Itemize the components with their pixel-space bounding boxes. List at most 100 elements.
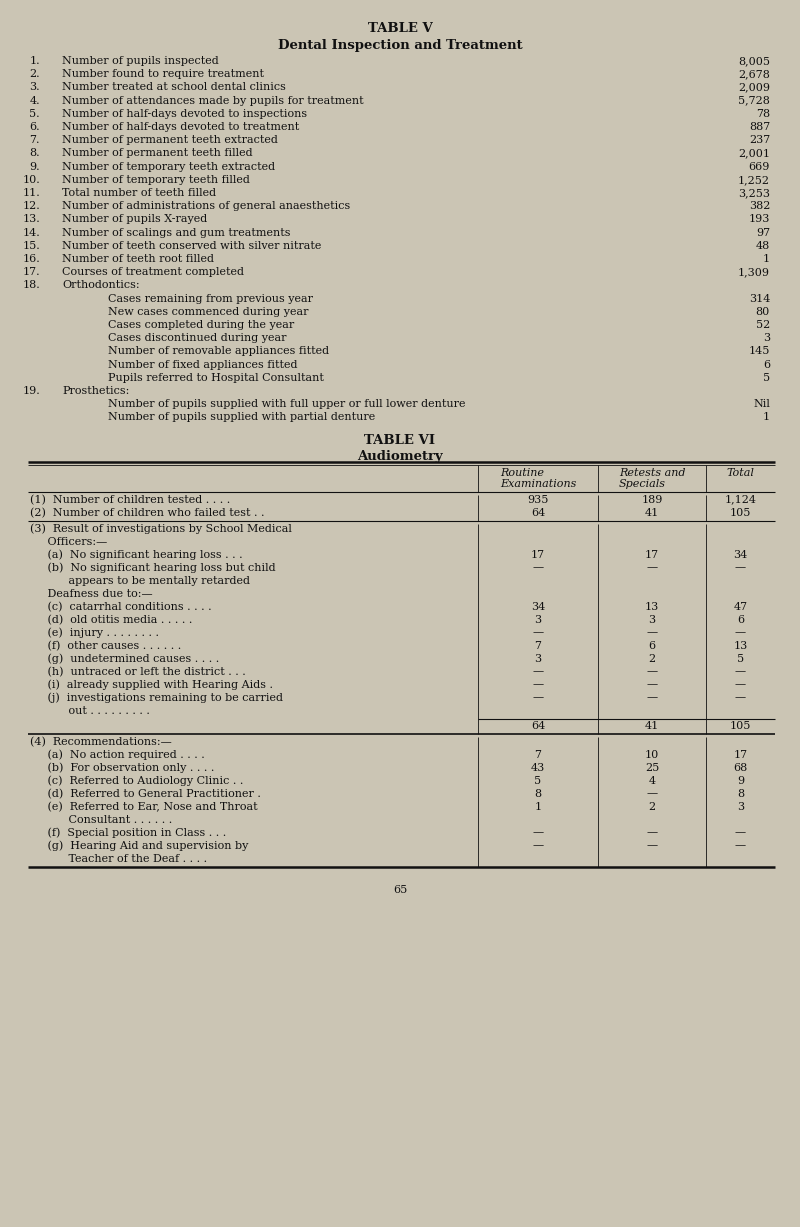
Text: Teacher of the Deaf . . . .: Teacher of the Deaf . . . . xyxy=(30,854,207,864)
Text: 41: 41 xyxy=(645,720,659,730)
Text: 3,253: 3,253 xyxy=(738,188,770,198)
Text: 7: 7 xyxy=(534,750,542,760)
Text: (a)  No significant hearing loss . . .: (a) No significant hearing loss . . . xyxy=(30,550,242,561)
Text: 237: 237 xyxy=(749,135,770,145)
Text: 3.: 3. xyxy=(30,82,40,92)
Text: —: — xyxy=(735,666,746,676)
Text: Number of attendances made by pupils for treatment: Number of attendances made by pupils for… xyxy=(62,96,364,106)
Text: 1: 1 xyxy=(763,254,770,264)
Text: Number treated at school dental clinics: Number treated at school dental clinics xyxy=(62,82,286,92)
Text: 17: 17 xyxy=(645,550,659,560)
Text: 935: 935 xyxy=(527,494,549,504)
Text: Number of half-days devoted to treatment: Number of half-days devoted to treatment xyxy=(62,121,299,133)
Text: (b)  No significant hearing loss but child: (b) No significant hearing loss but chil… xyxy=(30,563,276,573)
Text: —: — xyxy=(533,692,543,703)
Text: —: — xyxy=(533,680,543,690)
Text: 314: 314 xyxy=(749,293,770,303)
Text: 4.: 4. xyxy=(30,96,40,106)
Text: 8: 8 xyxy=(534,789,542,799)
Text: out . . . . . . . . .: out . . . . . . . . . xyxy=(30,706,150,715)
Text: 2,678: 2,678 xyxy=(738,69,770,80)
Text: —: — xyxy=(735,692,746,703)
Text: Number of pupils X-rayed: Number of pupils X-rayed xyxy=(62,215,207,225)
Text: 5,728: 5,728 xyxy=(738,96,770,106)
Text: Number of teeth root filled: Number of teeth root filled xyxy=(62,254,214,264)
Text: 3: 3 xyxy=(763,334,770,344)
Text: 14.: 14. xyxy=(22,227,40,238)
Text: 25: 25 xyxy=(645,763,659,773)
Text: —: — xyxy=(646,692,658,703)
Text: (c)  Referred to Audiology Clinic . .: (c) Referred to Audiology Clinic . . xyxy=(30,775,243,787)
Text: —: — xyxy=(646,563,658,573)
Text: —: — xyxy=(646,666,658,676)
Text: —: — xyxy=(735,840,746,850)
Text: 80: 80 xyxy=(756,307,770,317)
Text: 3: 3 xyxy=(534,615,542,625)
Text: 6: 6 xyxy=(737,615,744,625)
Text: (j)  investigations remaining to be carried: (j) investigations remaining to be carri… xyxy=(30,692,283,703)
Text: 1: 1 xyxy=(534,801,542,811)
Text: (c)  catarrhal conditions . . . .: (c) catarrhal conditions . . . . xyxy=(30,601,212,612)
Text: 41: 41 xyxy=(645,508,659,518)
Text: Routine
Examinations: Routine Examinations xyxy=(500,467,576,490)
Text: 1,309: 1,309 xyxy=(738,267,770,277)
Text: Cases completed during the year: Cases completed during the year xyxy=(108,320,294,330)
Text: —: — xyxy=(533,827,543,838)
Text: Number of temporary teeth extracted: Number of temporary teeth extracted xyxy=(62,162,275,172)
Text: 5.: 5. xyxy=(30,109,40,119)
Text: 6.: 6. xyxy=(30,121,40,133)
Text: 6: 6 xyxy=(763,360,770,369)
Text: Number of teeth conserved with silver nitrate: Number of teeth conserved with silver ni… xyxy=(62,240,322,250)
Text: 52: 52 xyxy=(756,320,770,330)
Text: 5: 5 xyxy=(737,654,744,664)
Text: Dental Inspection and Treatment: Dental Inspection and Treatment xyxy=(278,39,522,52)
Text: (a)  No action required . . . .: (a) No action required . . . . xyxy=(30,750,205,761)
Text: Total number of teeth filled: Total number of teeth filled xyxy=(62,188,216,198)
Text: Consultant . . . . . .: Consultant . . . . . . xyxy=(30,815,172,825)
Text: 105: 105 xyxy=(730,508,751,518)
Text: TABLE VI: TABLE VI xyxy=(365,433,435,447)
Text: —: — xyxy=(533,563,543,573)
Text: Pupils referred to Hospital Consultant: Pupils referred to Hospital Consultant xyxy=(108,373,324,383)
Text: 5: 5 xyxy=(534,775,542,785)
Text: 65: 65 xyxy=(393,885,407,894)
Text: (3)  Result of investigations by School Medical: (3) Result of investigations by School M… xyxy=(30,524,292,534)
Text: Audiometry: Audiometry xyxy=(357,449,443,463)
Text: (4)  Recommendations:—: (4) Recommendations:— xyxy=(30,736,172,747)
Text: 15.: 15. xyxy=(22,240,40,250)
Text: 5: 5 xyxy=(763,373,770,383)
Text: (2)  Number of children who failed test . .: (2) Number of children who failed test .… xyxy=(30,508,265,518)
Text: 3: 3 xyxy=(737,801,744,811)
Text: 2,001: 2,001 xyxy=(738,148,770,158)
Text: Number found to require treatment: Number found to require treatment xyxy=(62,69,264,80)
Text: 13.: 13. xyxy=(22,215,40,225)
Text: 1.: 1. xyxy=(30,56,40,66)
Text: 8.: 8. xyxy=(30,148,40,158)
Text: 97: 97 xyxy=(756,227,770,238)
Text: 189: 189 xyxy=(642,494,662,504)
Text: Deafness due to:—: Deafness due to:— xyxy=(30,589,153,599)
Text: Number of pupils supplied with partial denture: Number of pupils supplied with partial d… xyxy=(108,412,375,422)
Text: New cases commenced during year: New cases commenced during year xyxy=(108,307,309,317)
Text: 12.: 12. xyxy=(22,201,40,211)
Text: 1,252: 1,252 xyxy=(738,174,770,185)
Text: Orthodontics:: Orthodontics: xyxy=(62,281,140,291)
Text: —: — xyxy=(533,666,543,676)
Text: (e)  Referred to Ear, Nose and Throat: (e) Referred to Ear, Nose and Throat xyxy=(30,801,258,812)
Text: —: — xyxy=(533,840,543,850)
Text: 34: 34 xyxy=(734,550,748,560)
Text: (1)  Number of children tested . . . .: (1) Number of children tested . . . . xyxy=(30,494,230,506)
Text: (d)  Referred to General Practitioner .: (d) Referred to General Practitioner . xyxy=(30,789,261,799)
Text: Cases remaining from previous year: Cases remaining from previous year xyxy=(108,293,313,303)
Text: 193: 193 xyxy=(749,215,770,225)
Text: (b)  For observation only . . . .: (b) For observation only . . . . xyxy=(30,763,214,773)
Text: 1,124: 1,124 xyxy=(725,494,757,504)
Text: Prosthetics:: Prosthetics: xyxy=(62,387,130,396)
Text: 78: 78 xyxy=(756,109,770,119)
Text: —: — xyxy=(646,627,658,638)
Text: (f)  other causes . . . . . .: (f) other causes . . . . . . xyxy=(30,640,182,650)
Text: 382: 382 xyxy=(749,201,770,211)
Text: (f)  Special position in Class . . .: (f) Special position in Class . . . xyxy=(30,827,226,838)
Text: TABLE V: TABLE V xyxy=(368,22,432,36)
Text: —: — xyxy=(646,789,658,799)
